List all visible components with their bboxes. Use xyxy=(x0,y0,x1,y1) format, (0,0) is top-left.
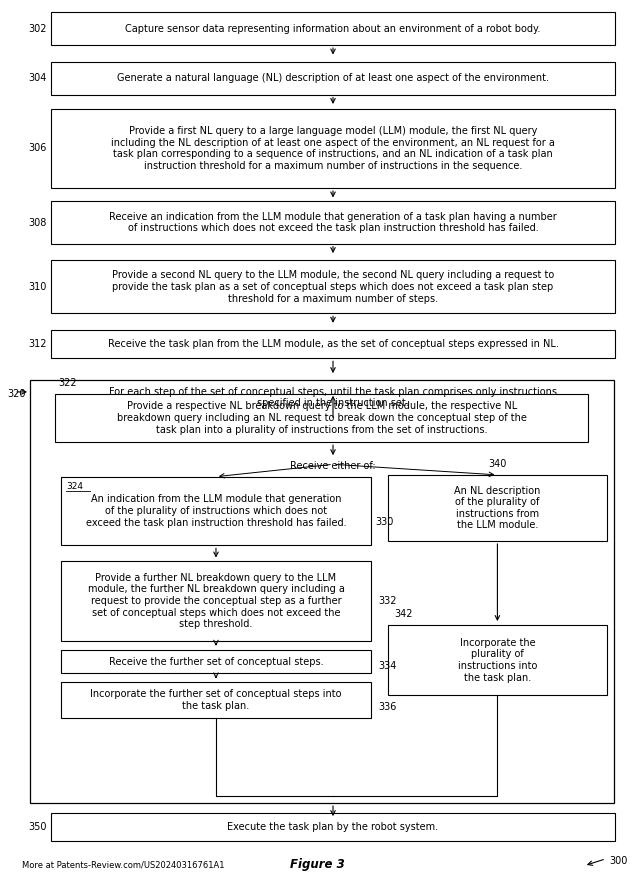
Text: 350: 350 xyxy=(29,822,47,832)
Text: 320: 320 xyxy=(8,389,26,400)
Text: 308: 308 xyxy=(29,218,47,227)
Text: 342: 342 xyxy=(394,609,412,619)
FancyBboxPatch shape xyxy=(51,202,615,243)
Text: Capture sensor data representing information about an environment of a robot bod: Capture sensor data representing informa… xyxy=(125,24,540,34)
FancyBboxPatch shape xyxy=(62,477,371,545)
Text: Figure 3: Figure 3 xyxy=(290,858,345,871)
Text: For each step of the set of conceptual steps, until the task plan comprises only: For each step of the set of conceptual s… xyxy=(109,386,557,408)
Text: 312: 312 xyxy=(29,339,47,349)
FancyBboxPatch shape xyxy=(30,380,613,803)
FancyBboxPatch shape xyxy=(51,330,615,359)
Text: 304: 304 xyxy=(29,73,47,83)
FancyBboxPatch shape xyxy=(51,108,615,188)
FancyBboxPatch shape xyxy=(51,813,615,841)
Text: 334: 334 xyxy=(378,661,397,671)
Text: Provide a respective NL breakdown query to the LLM module, the respective NL
bre: Provide a respective NL breakdown query … xyxy=(117,401,526,434)
Text: 300: 300 xyxy=(609,856,627,866)
Text: 324: 324 xyxy=(66,482,83,491)
Text: 330: 330 xyxy=(376,517,394,527)
Text: Receive either of:: Receive either of: xyxy=(290,461,376,471)
Text: 306: 306 xyxy=(29,143,47,154)
Text: An NL description
of the plurality of
instructions from
the LLM module.: An NL description of the plurality of in… xyxy=(454,486,540,530)
Text: Incorporate the further set of conceptual steps into
the task plan.: Incorporate the further set of conceptua… xyxy=(90,689,342,710)
FancyBboxPatch shape xyxy=(55,393,589,442)
Text: Provide a further NL breakdown query to the LLM
module, the further NL breakdown: Provide a further NL breakdown query to … xyxy=(88,573,344,630)
Text: More at Patents-Review.com/US20240316761A1: More at Patents-Review.com/US20240316761… xyxy=(22,860,225,869)
Text: Incorporate the
plurality of
instructions into
the task plan.: Incorporate the plurality of instruction… xyxy=(458,638,537,683)
Text: Receive the task plan from the LLM module, as the set of conceptual steps expres: Receive the task plan from the LLM modul… xyxy=(107,339,558,349)
Text: An indication from the LLM module that generation
of the plurality of instructio: An indication from the LLM module that g… xyxy=(86,495,346,527)
FancyBboxPatch shape xyxy=(387,625,607,695)
Text: Provide a first NL query to a large language model (LLM) module, the first NL qu: Provide a first NL query to a large lang… xyxy=(111,126,555,170)
FancyBboxPatch shape xyxy=(387,475,607,541)
Text: Provide a second NL query to the LLM module, the second NL query including a req: Provide a second NL query to the LLM mod… xyxy=(112,270,554,304)
Text: 322: 322 xyxy=(58,378,77,388)
Text: Receive the further set of conceptual steps.: Receive the further set of conceptual st… xyxy=(109,656,323,667)
Text: Receive an indication from the LLM module that generation of a task plan having : Receive an indication from the LLM modul… xyxy=(109,211,557,234)
Text: 340: 340 xyxy=(488,459,507,469)
Text: 302: 302 xyxy=(29,24,47,34)
FancyBboxPatch shape xyxy=(51,62,615,94)
Text: 336: 336 xyxy=(378,702,397,712)
FancyBboxPatch shape xyxy=(62,682,371,718)
FancyBboxPatch shape xyxy=(51,12,615,45)
Text: Execute the task plan by the robot system.: Execute the task plan by the robot syste… xyxy=(227,822,439,832)
FancyBboxPatch shape xyxy=(51,260,615,313)
FancyBboxPatch shape xyxy=(62,650,371,673)
Text: 332: 332 xyxy=(378,596,397,607)
Text: Generate a natural language (NL) description of at least one aspect of the envir: Generate a natural language (NL) descrip… xyxy=(117,73,549,83)
FancyBboxPatch shape xyxy=(62,561,371,641)
Text: 310: 310 xyxy=(29,281,47,292)
